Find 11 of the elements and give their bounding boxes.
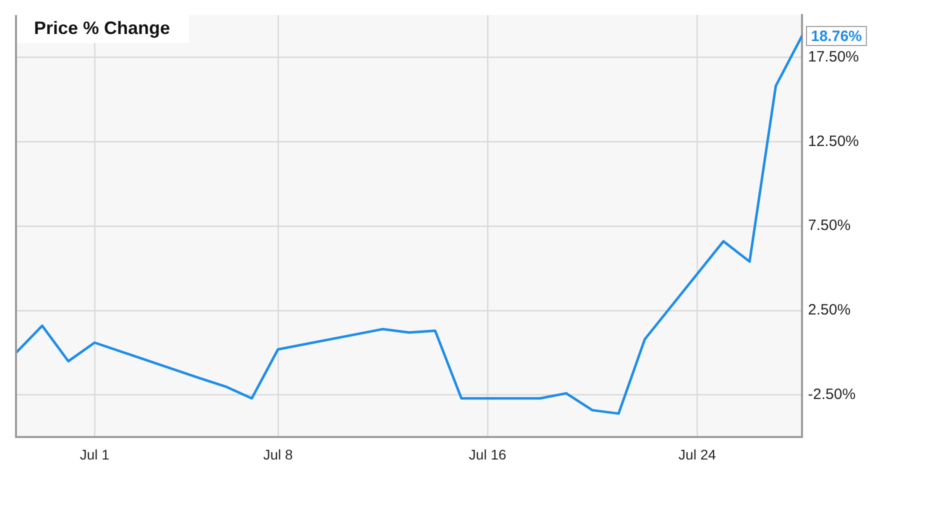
- x-tick-label: Jul 24: [678, 446, 716, 462]
- x-tick-label: Jul 16: [468, 446, 506, 462]
- y-tick-label: 12.50%: [808, 132, 859, 150]
- y-tick-label: 7.50%: [808, 217, 851, 234]
- x-tick-label: Jul 1: [80, 446, 110, 462]
- y-tick-label: 2.50%: [808, 302, 851, 319]
- y-tick-label: 17.50%: [808, 48, 859, 66]
- x-tick-label: Jul 8: [263, 446, 293, 462]
- data-label: 18.76%: [811, 28, 862, 46]
- y-tick-label: -2.50%: [808, 386, 856, 404]
- chart-title: Price % Change: [34, 18, 170, 38]
